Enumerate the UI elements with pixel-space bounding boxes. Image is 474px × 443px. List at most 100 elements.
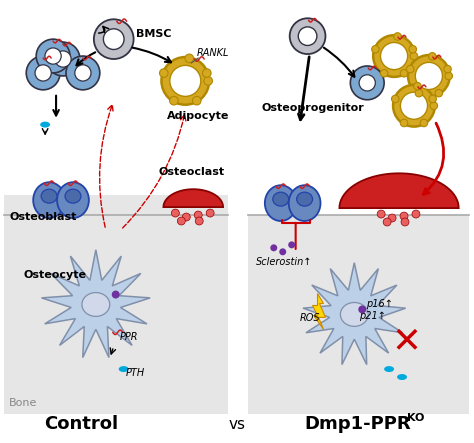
Circle shape [185, 54, 193, 62]
Ellipse shape [40, 122, 50, 128]
Circle shape [420, 119, 428, 127]
Text: Sclerostin↑: Sclerostin↑ [256, 257, 312, 267]
Polygon shape [303, 263, 406, 365]
Ellipse shape [35, 65, 51, 81]
Circle shape [394, 33, 401, 40]
Text: Dmp1-PPR: Dmp1-PPR [304, 415, 410, 433]
Ellipse shape [401, 92, 428, 119]
Circle shape [400, 212, 408, 220]
Ellipse shape [359, 75, 375, 91]
Circle shape [406, 66, 414, 73]
Ellipse shape [94, 19, 134, 59]
Polygon shape [42, 250, 150, 358]
Circle shape [170, 97, 178, 105]
Ellipse shape [36, 39, 70, 73]
Circle shape [194, 211, 202, 219]
Circle shape [444, 66, 451, 73]
Ellipse shape [162, 57, 209, 105]
Polygon shape [312, 294, 326, 329]
Text: ROS: ROS [300, 313, 320, 323]
Circle shape [383, 218, 391, 226]
Text: Control: Control [44, 415, 118, 433]
Ellipse shape [290, 18, 326, 54]
Text: Bone: Bone [9, 398, 38, 408]
Circle shape [435, 89, 443, 97]
Circle shape [358, 306, 366, 313]
Ellipse shape [33, 182, 65, 218]
Bar [4, 195, 228, 414]
Circle shape [445, 72, 453, 80]
Circle shape [288, 241, 295, 249]
Ellipse shape [340, 303, 368, 326]
Text: PPR: PPR [120, 332, 138, 342]
Text: Osteoprogenitor: Osteoprogenitor [262, 103, 365, 113]
Circle shape [204, 77, 212, 85]
Ellipse shape [82, 292, 110, 316]
Circle shape [400, 119, 408, 127]
Ellipse shape [408, 55, 450, 97]
Circle shape [428, 53, 436, 60]
Ellipse shape [65, 189, 81, 203]
Ellipse shape [57, 182, 89, 218]
Text: p16↑: p16↑ [366, 299, 393, 310]
Circle shape [202, 69, 211, 78]
Text: Osteoblast: Osteoblast [9, 212, 77, 222]
Circle shape [279, 249, 286, 255]
Circle shape [172, 209, 179, 217]
Circle shape [430, 102, 438, 109]
Circle shape [415, 89, 423, 97]
Circle shape [270, 245, 277, 251]
Ellipse shape [41, 189, 57, 203]
Circle shape [160, 69, 168, 78]
Polygon shape [164, 189, 223, 207]
Ellipse shape [55, 51, 71, 67]
Circle shape [195, 217, 203, 225]
Circle shape [377, 210, 385, 218]
Ellipse shape [26, 56, 60, 90]
Text: Osteoclast: Osteoclast [158, 167, 225, 177]
Ellipse shape [397, 374, 407, 380]
Circle shape [401, 218, 409, 226]
Text: RANKL: RANKL [196, 48, 228, 58]
Polygon shape [339, 173, 459, 208]
Text: vs: vs [228, 417, 246, 431]
Ellipse shape [373, 35, 415, 77]
Circle shape [112, 291, 120, 299]
Ellipse shape [350, 66, 384, 100]
Ellipse shape [170, 66, 201, 97]
Ellipse shape [298, 27, 317, 46]
Ellipse shape [103, 29, 124, 50]
Text: PTH: PTH [126, 368, 145, 378]
Text: p21↑: p21↑ [359, 311, 386, 321]
Circle shape [409, 46, 417, 53]
Circle shape [182, 213, 190, 221]
Ellipse shape [45, 48, 61, 64]
Text: Osteocyte: Osteocyte [23, 270, 86, 280]
Ellipse shape [118, 366, 128, 372]
Ellipse shape [393, 85, 435, 127]
Ellipse shape [75, 65, 91, 81]
Circle shape [380, 70, 388, 77]
Ellipse shape [297, 192, 312, 206]
Text: Adipocyte: Adipocyte [167, 111, 230, 120]
Circle shape [400, 70, 408, 77]
Circle shape [388, 214, 396, 222]
Ellipse shape [381, 43, 408, 70]
Bar [248, 215, 469, 414]
Circle shape [392, 95, 399, 103]
Ellipse shape [265, 185, 297, 221]
Ellipse shape [415, 62, 442, 89]
Ellipse shape [384, 366, 394, 372]
Circle shape [192, 97, 201, 105]
Circle shape [412, 210, 420, 218]
Ellipse shape [289, 185, 320, 221]
Circle shape [410, 52, 418, 60]
Circle shape [177, 217, 185, 225]
Circle shape [206, 209, 214, 217]
Ellipse shape [66, 56, 100, 90]
Ellipse shape [273, 192, 289, 206]
Text: KO: KO [407, 413, 424, 423]
Circle shape [429, 95, 437, 103]
Ellipse shape [46, 42, 80, 76]
Circle shape [372, 46, 379, 53]
